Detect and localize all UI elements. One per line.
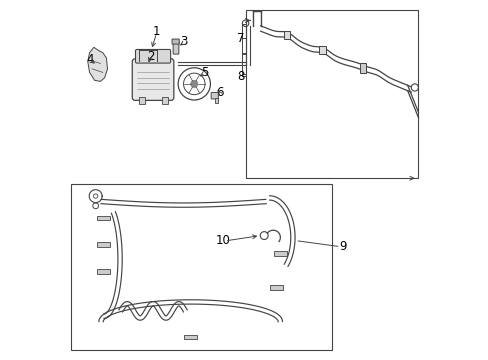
Text: 6: 6 — [215, 86, 223, 99]
Circle shape — [190, 80, 198, 87]
Bar — [97, 216, 110, 220]
Bar — [97, 269, 110, 274]
Text: 10: 10 — [215, 234, 230, 247]
FancyBboxPatch shape — [172, 39, 179, 44]
Bar — [246, 10, 418, 178]
Text: 5: 5 — [201, 66, 208, 79]
Bar — [184, 334, 197, 339]
Text: 8: 8 — [237, 69, 244, 82]
FancyBboxPatch shape — [132, 59, 174, 100]
Text: 3: 3 — [180, 35, 187, 49]
Bar — [162, 97, 168, 104]
Text: 9: 9 — [339, 240, 346, 253]
Bar — [97, 242, 110, 247]
Bar — [70, 184, 332, 350]
FancyBboxPatch shape — [211, 93, 218, 99]
Bar — [283, 31, 289, 39]
Bar — [319, 46, 325, 54]
FancyBboxPatch shape — [173, 41, 179, 54]
FancyBboxPatch shape — [135, 49, 170, 63]
Bar — [270, 285, 283, 290]
Bar — [215, 98, 218, 103]
Bar — [273, 251, 286, 256]
Bar — [359, 63, 366, 73]
Bar — [139, 97, 145, 104]
Text: 1: 1 — [153, 25, 160, 38]
Text: 2: 2 — [146, 50, 154, 63]
Text: 7: 7 — [237, 32, 244, 45]
Polygon shape — [88, 47, 107, 81]
Text: 4: 4 — [86, 53, 94, 66]
